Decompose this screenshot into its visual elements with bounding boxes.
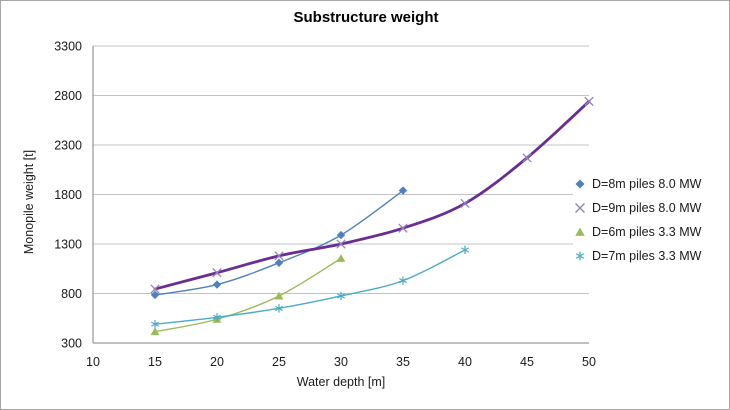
- legend-item: D=6m piles 3.3 MW: [573, 220, 727, 244]
- y-tick-label: 800: [61, 287, 82, 301]
- x-tick-label: 10: [86, 355, 100, 369]
- legend: D=8m piles 8.0 MW D=9m piles 8.0 MW D=6m p…: [573, 172, 727, 268]
- data-point-marker-diamond: [398, 186, 408, 195]
- data-point-marker-triangle: [336, 254, 346, 262]
- y-tick-label: 2300: [54, 139, 82, 153]
- data-point-marker-asterisk: [575, 253, 585, 259]
- data-point-marker-x: [274, 251, 284, 261]
- series-line: [154, 257, 342, 333]
- x-tick-label: 25: [272, 355, 286, 369]
- data-point-marker-diamond: [212, 280, 222, 289]
- data-point-marker-diamond: [575, 179, 585, 189]
- chart-title: Substructure weight: [293, 9, 439, 26]
- data-point-marker-asterisk: [337, 293, 345, 299]
- data-point-marker-triangle: [150, 327, 160, 336]
- data-point-marker-x: [336, 239, 346, 249]
- data-point-marker-diamond: [274, 258, 284, 268]
- y-tick-label: 1800: [54, 188, 82, 202]
- x-tick-label: 30: [334, 355, 348, 369]
- data-point-marker-x: [460, 198, 470, 209]
- data-point-marker-x: [150, 284, 160, 294]
- y-tick-label: 3300: [54, 40, 82, 54]
- legend-label: D=7m piles 3.3 MW: [592, 249, 702, 263]
- data-point-marker-x: [522, 153, 532, 163]
- legend-item: D=9m piles 8.0 MW: [573, 196, 727, 220]
- data-point-marker-diamond: [150, 290, 160, 300]
- x-legend-icon: [575, 203, 585, 213]
- legend-item: D=8m piles 8.0 MW: [573, 172, 727, 196]
- y-tick-label: 1300: [54, 238, 82, 252]
- data-point-marker-triangle: [575, 227, 585, 236]
- legend-label: D=9m piles 8.0 MW: [592, 201, 702, 215]
- x-tick-label: 45: [520, 355, 534, 369]
- data-point-marker-triangle: [274, 291, 284, 300]
- data-point-marker-asterisk: [275, 305, 283, 311]
- y-axis-title: Monopile weight [t]: [22, 149, 36, 255]
- asterisk-legend-icon: [575, 251, 585, 261]
- x-tick-label: 35: [396, 355, 410, 369]
- data-point-marker-x: [584, 96, 594, 107]
- legend-item: D=7m piles 3.3 MW: [573, 244, 727, 268]
- data-point-marker-asterisk: [213, 314, 221, 320]
- x-tick-label: 50: [582, 355, 596, 369]
- diamond-legend-icon: [575, 179, 585, 189]
- data-point-marker-x: [398, 223, 408, 233]
- series-line: [153, 100, 591, 291]
- y-tick-label: 300: [61, 337, 82, 351]
- triangle-legend-icon: [575, 227, 585, 236]
- data-point-marker-asterisk: [399, 278, 407, 284]
- data-point-marker-x: [212, 268, 222, 278]
- x-tick-label: 15: [148, 355, 162, 369]
- legend-label: D=8m piles 8.0 MW: [592, 177, 702, 191]
- data-point-marker-asterisk: [151, 321, 159, 327]
- data-point-marker-asterisk: [461, 247, 469, 253]
- series-line: [154, 249, 466, 325]
- x-axis-title: Water depth [m]: [296, 375, 386, 389]
- data-point-marker-x: [575, 203, 585, 213]
- data-point-marker-diamond: [336, 230, 346, 240]
- y-tick-label: 2800: [54, 89, 82, 103]
- legend-label: D=6m piles 3.3 MW: [592, 225, 702, 239]
- x-tick-label: 40: [458, 355, 472, 369]
- x-tick-label: 20: [210, 355, 224, 369]
